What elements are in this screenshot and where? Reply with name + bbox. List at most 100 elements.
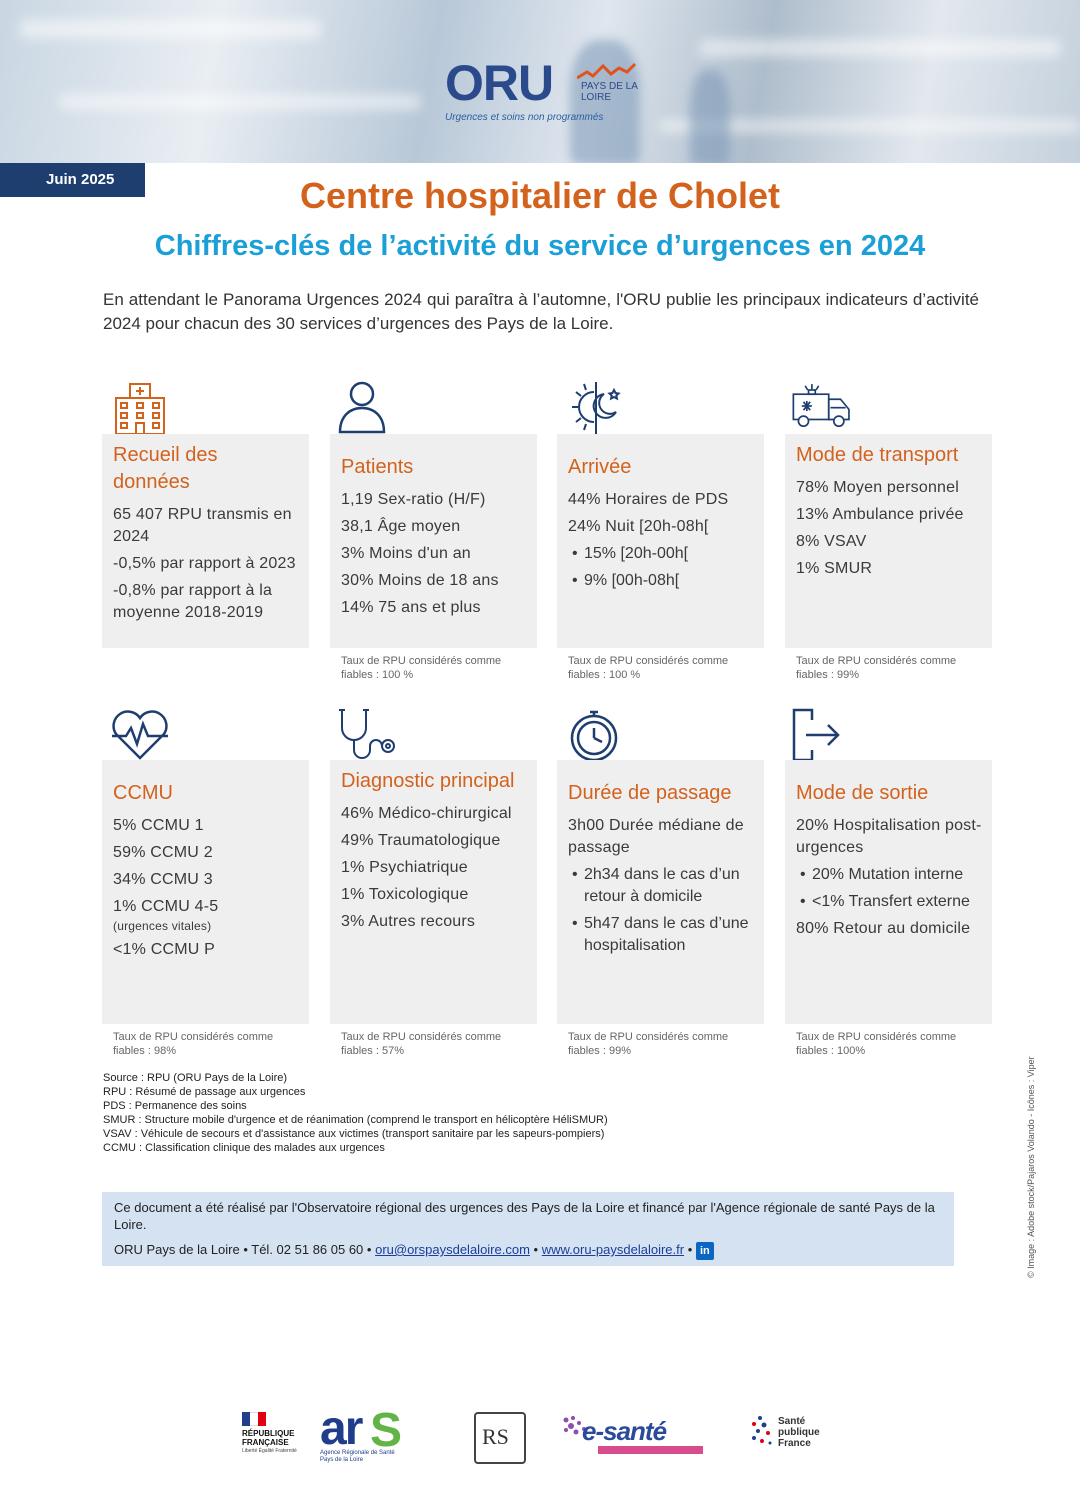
card-line: 3h00 Durée médiane de passage: [568, 817, 744, 856]
card-line: 14% 75 ans et plus: [341, 599, 481, 616]
card-bullet: <1% Transfert externe: [796, 891, 982, 913]
card-title: Arrivée: [568, 456, 632, 478]
definition-item: SMUR : Structure mobile d'urgence et de …: [103, 1114, 608, 1126]
card-line: 3% Moins d'un an: [341, 545, 471, 562]
hospital-icon: [115, 383, 165, 435]
page-subtitle: Chiffres-clés de l’activité du service d…: [154, 230, 926, 262]
stopwatch-icon: [570, 710, 618, 762]
card-line: 59% CCMU 2: [113, 844, 213, 861]
card-line: 3% Autres recours: [341, 913, 476, 930]
image-credit: © Image : Adobe stock/Pajaros Volando - …: [1026, 1056, 1036, 1278]
card-bullet: 5h47 dans le cas d’une hospitalisation: [568, 913, 754, 957]
card-diagnostic: Diagnostic principal 46% Médico-chirurgi…: [330, 760, 537, 1024]
card-line: 34% CCMU 3: [113, 871, 213, 888]
card-title: Recueil des données: [113, 444, 218, 493]
card-title: Mode de sortie: [796, 782, 929, 804]
card-title: Patients: [341, 456, 414, 478]
card-line: 1% Psychiatrique: [341, 859, 468, 876]
logo-wave-icon: [577, 62, 637, 80]
card-line: 20% Hospitalisation post-urgences: [796, 817, 982, 856]
card-line: 78% Moyen personnel: [796, 479, 960, 496]
card-line: 1% Toxicologique: [341, 886, 469, 903]
reliability-note: Taux de RPU considérés comme fiables : 9…: [568, 1031, 729, 1057]
sante-publique-france-logo: Santé publique France: [750, 1410, 830, 1470]
definitions-list: Source : RPU (ORU Pays de la Loire) RPU …: [103, 1071, 608, 1155]
card-line: 1,19 Sex-ratio (H/F): [341, 491, 486, 508]
card-title: Durée de passage: [568, 782, 732, 804]
reliability-note: Taux de RPU considérés comme fiables : 1…: [568, 655, 729, 681]
card-line: 30% Moins de 18 ans: [341, 572, 499, 589]
esante-logo: e-santé: [562, 1410, 707, 1470]
reliability-note: Taux de RPU considérés comme fiables : 1…: [341, 655, 502, 681]
republique-francaise-logo: RÉPUBLIQUE FRANÇAISE Liberté Égalité Fra…: [242, 1410, 306, 1470]
heartbeat-icon: [112, 710, 168, 760]
definition-item: RPU : Résumé de passage aux urgences: [103, 1086, 306, 1098]
card-line: 1% SMUR: [796, 560, 873, 577]
logo-region: PAYS DE LA LOIRE: [581, 81, 638, 103]
card-title: Mode de transport: [796, 444, 959, 466]
page-title: Centre hospitalier de Cholet: [299, 175, 781, 216]
sun-moon-icon: [572, 382, 621, 434]
card-line: 65 407 RPU transmis en 2024: [113, 506, 292, 545]
header-banner: ORU PAYS DE LA LOIRE Urgences et soins n…: [0, 0, 1080, 163]
rs-logo: RS: [468, 1410, 528, 1470]
card-arrivee: Arrivée 44% Horaires de PDS 24% Nuit [20…: [557, 434, 764, 648]
card-duree: Durée de passage 3h00 Durée médiane de p…: [557, 760, 764, 1024]
email-link[interactable]: oru@orspaysdelaloire.com: [375, 1242, 530, 1257]
card-bullet: 20% Mutation interne: [796, 864, 982, 886]
card-line: 13% Ambulance privée: [796, 506, 964, 523]
card-line: 44% Horaires de PDS: [568, 491, 729, 508]
card-line: <1% CCMU P: [113, 941, 216, 958]
exit-icon: [792, 708, 840, 762]
card-line: 5% CCMU 1: [113, 817, 204, 834]
card-line: -0,5% par rapport à 2023: [113, 555, 296, 572]
esante-text: e-santé: [582, 1416, 667, 1446]
ars-logo: ar S Agence Régionale de Santé Pays de la…: [320, 1402, 403, 1464]
definition-item: Source : RPU (ORU Pays de la Loire): [103, 1072, 288, 1084]
card-bullet: 9% [00h-08h[: [568, 570, 754, 592]
definition-item: VSAV : Véhicule de secours et d'assistan…: [103, 1128, 605, 1140]
card-line: 46% Médico-chirurgical: [341, 805, 512, 822]
footer-text: Ce document a été réalisé par l'Observat…: [114, 1200, 935, 1232]
rf-text: RÉPUBLIQUE FRANÇAISE: [242, 1429, 295, 1447]
card-bullet: 15% [20h-00h[: [568, 543, 754, 565]
reliability-note: Taux de RPU considérés comme fiables : 5…: [341, 1031, 502, 1057]
footer-separator: •: [687, 1242, 693, 1257]
spf-dots-icon: [752, 1416, 772, 1445]
spf-text: Santé publique France: [778, 1416, 820, 1449]
definition-item: CCMU : Classification clinique des malad…: [103, 1142, 385, 1154]
card-line: -0,8% par rapport à la moyenne 2018-2019: [113, 582, 273, 621]
intro-paragraph: En attendant le Panorama Urgences 2024 q…: [103, 290, 979, 333]
stethoscope-icon: [339, 709, 395, 759]
card-transport: Mode de transport 78% Moyen personnel 13…: [785, 434, 992, 648]
card-ccmu: CCMU 5% CCMU 1 59% CCMU 2 34% CCMU 3 1% …: [102, 760, 309, 1024]
reliability-note: Taux de RPU considérés comme fiables : 1…: [796, 1031, 957, 1057]
logo-text: ORU: [445, 55, 554, 111]
person-icon: [338, 381, 386, 434]
date-tab: Juin 2025: [0, 163, 145, 197]
logo-tagline: Urgences et soins non programmés: [445, 112, 604, 123]
card-line: 24% Nuit [20h-08h[: [568, 518, 709, 535]
esante-dots-icon: [563, 1416, 586, 1435]
card-line: 80% Retour au domicile: [796, 920, 971, 937]
card-line: 8% VSAV: [796, 533, 867, 550]
card-recueil: Recueil des données 65 407 RPU transmis …: [102, 434, 309, 648]
footer-separator: •: [533, 1242, 539, 1257]
card-bullet: 2h34 dans le cas d’un retour à domicile: [568, 864, 754, 908]
website-link[interactable]: www.oru-paysdelaloire.fr: [541, 1242, 685, 1257]
reliability-note: Taux de RPU considérés comme fiables : 9…: [113, 1031, 274, 1057]
ambulance-icon: [792, 384, 850, 428]
rf-motto: Liberté Égalité Fraternité: [242, 1448, 297, 1454]
card-patients: Patients 1,19 Sex-ratio (H/F) 38,1 Âge m…: [330, 434, 537, 648]
footer-contact: ORU Pays de la Loire • Tél. 02 51 86 05 …: [114, 1241, 944, 1260]
footer-org: ORU Pays de la Loire • Tél. 02 51 86 05 …: [114, 1242, 372, 1257]
card-line: 38,1 Âge moyen: [341, 518, 461, 535]
linkedin-icon[interactable]: in: [695, 1241, 714, 1260]
card-sortie: Mode de sortie 20% Hospitalisation post-…: [785, 760, 992, 1024]
reliability-note: Taux de RPU considérés comme fiables : 9…: [796, 655, 957, 681]
card-note: (urgences vitales): [113, 919, 212, 933]
definition-item: PDS : Permanence des soins: [103, 1100, 247, 1112]
card-title: Diagnostic principal: [341, 770, 515, 792]
card-line: 49% Traumatologique: [341, 832, 501, 849]
oru-logo: ORU PAYS DE LA LOIRE Urgences et soins n…: [445, 56, 645, 128]
